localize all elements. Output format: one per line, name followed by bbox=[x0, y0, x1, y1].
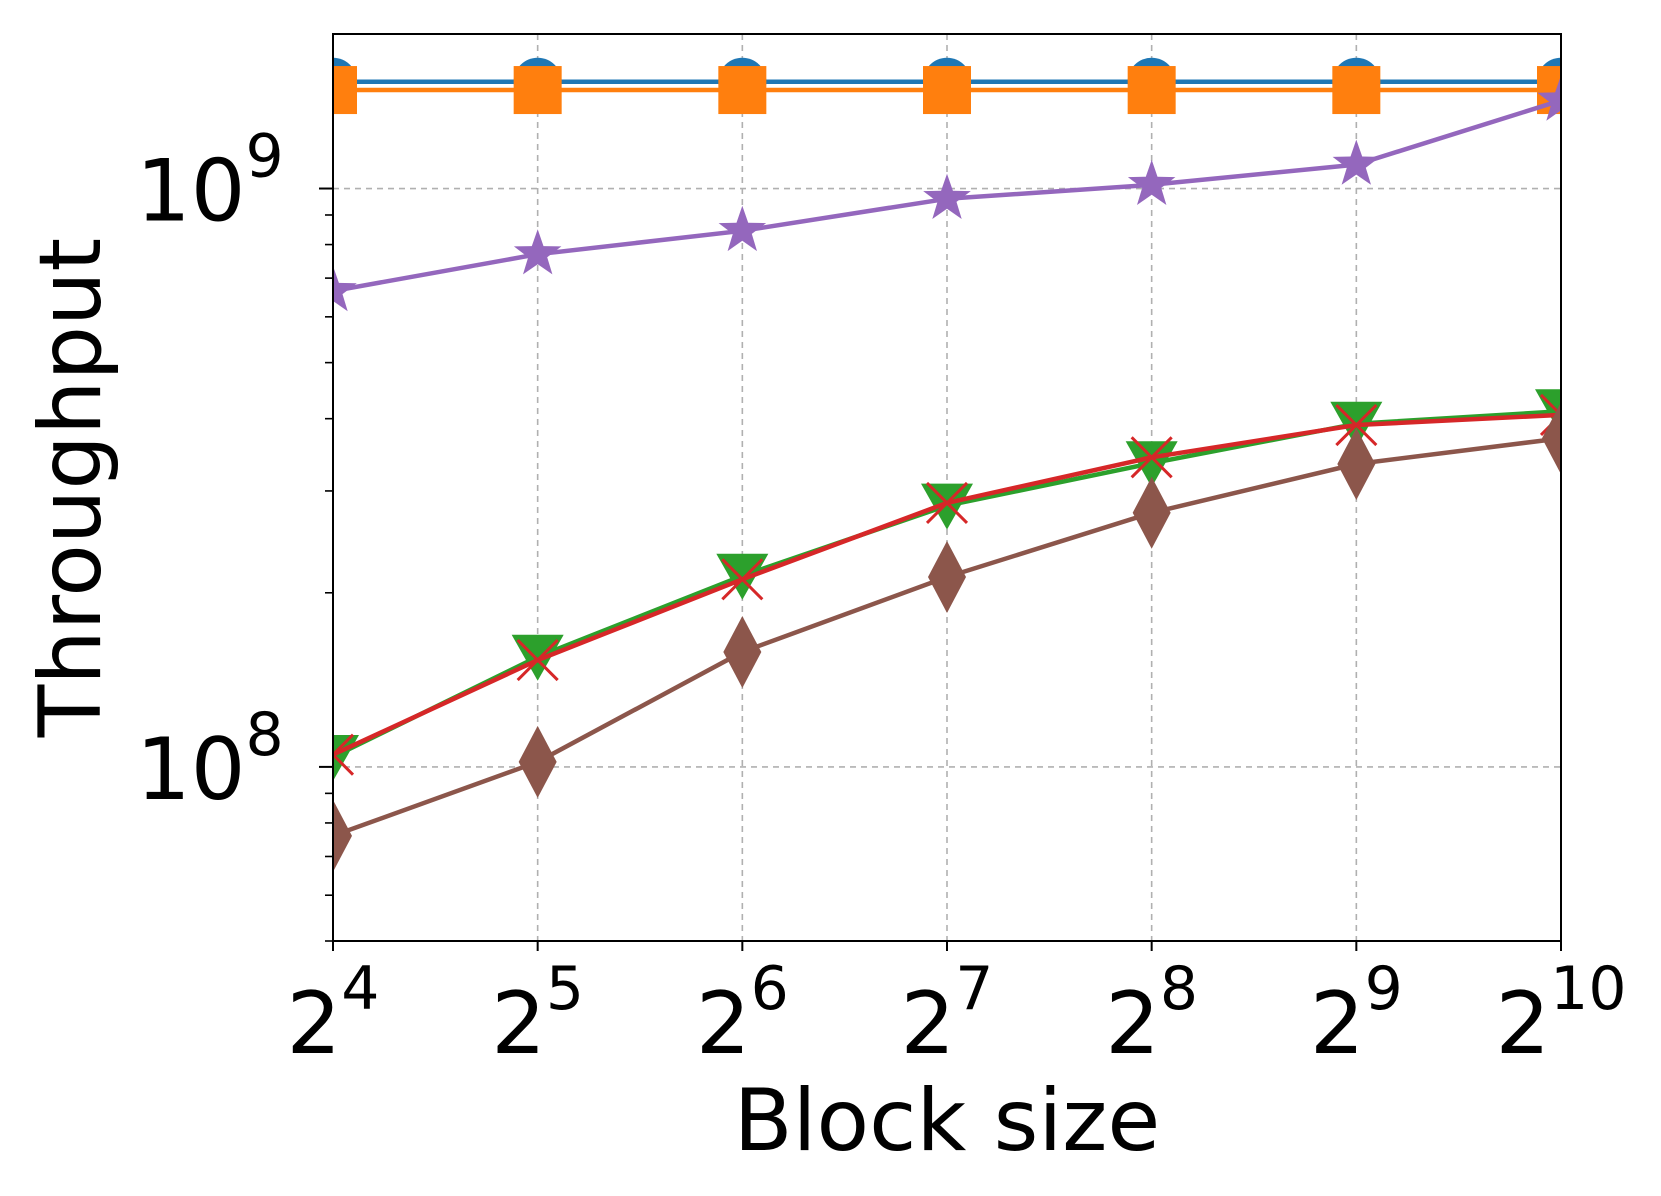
series-3 bbox=[333, 393, 1561, 776]
data-point bbox=[333, 733, 355, 776]
data-point bbox=[721, 558, 764, 601]
data-point bbox=[1332, 66, 1381, 115]
data-point bbox=[923, 66, 971, 115]
x-tick-label: 26 bbox=[696, 954, 789, 1074]
x-tick-label: 25 bbox=[491, 954, 584, 1074]
data-point bbox=[1535, 389, 1561, 436]
data-point bbox=[1332, 139, 1381, 185]
data-point bbox=[718, 205, 767, 252]
series-1 bbox=[333, 66, 1561, 115]
minor-ticks bbox=[325, 214, 333, 942]
x-tick-label: 210 bbox=[1495, 954, 1626, 1074]
data-point bbox=[333, 66, 357, 115]
y-tick-label: 109 bbox=[136, 122, 284, 242]
data-point bbox=[333, 266, 357, 312]
data-point bbox=[1127, 66, 1176, 115]
x-axis-ticks: 24 25 26 27 28 29 210 bbox=[287, 941, 1627, 1074]
data-point bbox=[1125, 441, 1178, 488]
data-point bbox=[718, 66, 767, 115]
y-axis-ticks: 108 109 bbox=[136, 122, 333, 820]
data-point bbox=[513, 229, 562, 275]
y-tick-label: 108 bbox=[136, 700, 284, 820]
x-tick-label: 27 bbox=[901, 954, 994, 1074]
data-point bbox=[1130, 436, 1173, 479]
data-point bbox=[1337, 427, 1376, 500]
x-tick-label: 29 bbox=[1310, 954, 1403, 1074]
series-5 bbox=[333, 402, 1561, 872]
data-point bbox=[723, 615, 762, 688]
data-point bbox=[921, 483, 973, 530]
data-point bbox=[516, 639, 559, 682]
y-axis-title: Throughput bbox=[21, 238, 121, 739]
data-point bbox=[923, 173, 971, 219]
data-point bbox=[518, 725, 557, 798]
data-point bbox=[1335, 403, 1378, 447]
x-tick-label: 24 bbox=[287, 954, 380, 1074]
data-point bbox=[928, 540, 966, 613]
data-point bbox=[333, 799, 352, 872]
series-layer bbox=[333, 57, 1561, 872]
data-point bbox=[513, 66, 562, 115]
x-tick-label: 28 bbox=[1105, 954, 1198, 1074]
data-point bbox=[1132, 476, 1171, 549]
data-point bbox=[925, 481, 969, 525]
data-point bbox=[1542, 402, 1561, 475]
data-point bbox=[1127, 159, 1176, 205]
series-4 bbox=[333, 75, 1561, 312]
x-axis-title: Block size bbox=[734, 1071, 1161, 1171]
data-point bbox=[1537, 75, 1561, 121]
